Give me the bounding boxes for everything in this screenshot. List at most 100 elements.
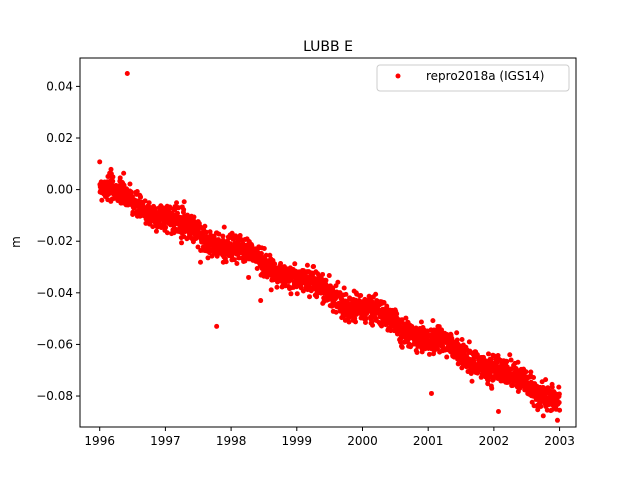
data-point xyxy=(489,385,495,391)
x-tick-label: 2001 xyxy=(413,434,444,448)
data-point xyxy=(110,178,116,184)
data-point xyxy=(549,384,555,390)
data-point xyxy=(304,262,310,268)
data-point xyxy=(335,279,341,285)
data-point xyxy=(538,404,544,410)
data-point xyxy=(363,315,369,321)
data-point xyxy=(207,229,213,235)
data-point xyxy=(485,351,491,357)
data-point xyxy=(381,299,387,305)
plot-frame xyxy=(79,57,577,428)
data-point xyxy=(455,361,461,367)
outlier-point xyxy=(495,409,501,415)
data-point xyxy=(198,259,203,265)
data-point xyxy=(323,277,329,283)
data-point xyxy=(515,359,521,365)
data-point xyxy=(362,320,368,326)
data-point xyxy=(97,159,103,165)
data-point xyxy=(556,391,562,397)
data-point xyxy=(545,385,551,391)
data-point xyxy=(333,309,339,315)
data-point xyxy=(370,322,376,328)
x-tick-label: 1998 xyxy=(216,434,247,448)
outlier-point xyxy=(124,70,130,76)
data-point xyxy=(379,323,385,329)
data-point xyxy=(195,244,201,250)
data-point xyxy=(292,261,298,267)
data-point xyxy=(320,271,326,277)
data-point xyxy=(164,230,170,236)
y-tick-label: −0.08 xyxy=(36,389,73,403)
x-axis-ticks: 1996 1997 1998 1999 2000 2001 2002 2003 xyxy=(84,427,575,448)
x-tick-label: 2002 xyxy=(479,434,510,448)
data-point xyxy=(343,291,349,297)
data-point xyxy=(469,378,475,384)
data-point xyxy=(146,200,152,206)
data-point xyxy=(508,357,514,363)
y-tick-label: 0.00 xyxy=(46,183,73,197)
data-point xyxy=(134,188,140,194)
data-point xyxy=(153,228,159,234)
y-tick-label: 0.04 xyxy=(46,79,73,93)
data-point xyxy=(268,287,274,293)
data-point xyxy=(110,174,116,180)
data-point xyxy=(274,284,280,290)
data-point xyxy=(556,400,562,406)
data-point xyxy=(504,358,510,364)
data-point xyxy=(205,255,211,261)
data-point xyxy=(418,319,424,325)
data-point xyxy=(454,337,460,343)
data-point xyxy=(311,264,317,270)
data-point xyxy=(543,377,549,383)
x-tick-label: 2000 xyxy=(347,434,378,448)
data-point xyxy=(353,319,359,325)
data-point xyxy=(221,224,227,230)
data-point xyxy=(307,294,313,300)
data-point xyxy=(181,199,187,205)
data-point xyxy=(211,234,217,239)
data-point xyxy=(142,198,148,204)
data-point xyxy=(191,214,197,220)
data-point xyxy=(99,197,105,203)
x-tick-label: 1997 xyxy=(150,434,181,448)
data-point xyxy=(216,231,222,237)
data-point xyxy=(263,252,269,258)
data-point xyxy=(130,209,136,215)
data-point xyxy=(179,240,185,246)
data-point xyxy=(138,194,144,200)
y-axis-ticks: −0.08 −0.06 −0.04 −0.02 0.00 0.02 0.04 xyxy=(36,79,80,403)
data-point xyxy=(388,328,394,334)
data-point xyxy=(108,166,114,172)
data-point xyxy=(152,205,158,211)
y-tick-label: −0.04 xyxy=(36,286,73,300)
data-point xyxy=(556,384,562,390)
data-point xyxy=(278,261,284,267)
y-tick-label: −0.06 xyxy=(36,337,73,351)
data-point xyxy=(399,344,405,350)
data-point xyxy=(341,285,347,291)
data-point xyxy=(554,417,560,423)
data-point xyxy=(531,374,537,380)
data-point xyxy=(300,288,306,294)
data-point xyxy=(181,207,187,213)
data-point xyxy=(167,204,173,210)
data-point xyxy=(419,349,425,355)
data-point xyxy=(358,293,364,299)
data-point xyxy=(254,266,260,272)
data-point xyxy=(528,369,534,375)
data-point xyxy=(444,354,450,360)
data-point xyxy=(540,413,546,419)
data-point xyxy=(540,385,546,391)
data-point xyxy=(535,407,541,413)
data-point xyxy=(237,233,243,239)
data-point xyxy=(507,352,513,358)
legend-marker xyxy=(395,73,401,79)
x-tick-label: 2003 xyxy=(544,434,575,448)
data-point xyxy=(394,311,400,317)
data-point xyxy=(439,327,445,333)
data-point xyxy=(231,257,237,263)
data-point xyxy=(468,370,474,376)
data-point xyxy=(121,170,127,176)
scatter-points xyxy=(97,70,563,423)
